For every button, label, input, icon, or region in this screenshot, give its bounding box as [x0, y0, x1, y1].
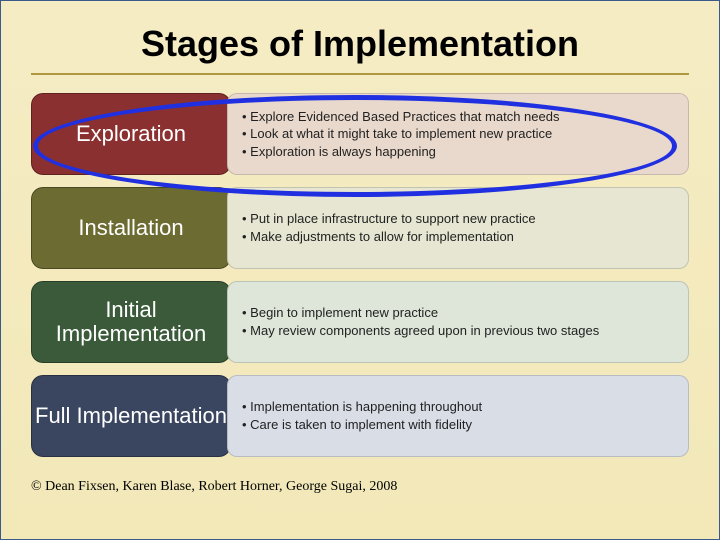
bullet-text: Put in place infrastructure to support n…: [250, 211, 535, 226]
stages-container: Exploration • Explore Evidenced Based Pr…: [31, 93, 689, 457]
bullet: • Begin to implement new practice: [242, 304, 674, 322]
stage-label-exploration: Exploration: [31, 93, 231, 175]
bullet-text: Begin to implement new practice: [250, 305, 438, 320]
page-title: Stages of Implementation: [31, 23, 689, 75]
citation-text: © Dean Fixsen, Karen Blase, Robert Horne…: [31, 479, 689, 495]
bullet: • Put in place infrastructure to support…: [242, 210, 674, 228]
bullet-text: Make adjustments to allow for implementa…: [250, 229, 514, 244]
bullet-text: Explore Evidenced Based Practices that m…: [250, 109, 559, 124]
stage-row-full: Full Implementation • Implementation is …: [31, 375, 689, 457]
bullet: • Exploration is always happening: [242, 143, 674, 161]
stage-label-initial: Initial Implementation: [31, 281, 231, 363]
bullet: • Explore Evidenced Based Practices that…: [242, 108, 674, 126]
bullet: • Make adjustments to allow for implemen…: [242, 228, 674, 246]
stage-desc-exploration: • Explore Evidenced Based Practices that…: [227, 93, 689, 175]
stage-label-full: Full Implementation: [31, 375, 231, 457]
stage-desc-full: • Implementation is happening throughout…: [227, 375, 689, 457]
bullet-text: Care is taken to implement with fidelity: [250, 417, 472, 432]
stage-desc-initial: • Begin to implement new practice • May …: [227, 281, 689, 363]
stage-row-installation: Installation • Put in place infrastructu…: [31, 187, 689, 269]
bullet: • Implementation is happening throughout: [242, 398, 674, 416]
bullet-text: Implementation is happening throughout: [250, 399, 482, 414]
bullet: • Look at what it might take to implemen…: [242, 125, 674, 143]
bullet-text: Exploration is always happening: [250, 144, 436, 159]
bullet: • Care is taken to implement with fideli…: [242, 416, 674, 434]
bullet-text: Look at what it might take to implement …: [250, 126, 552, 141]
stage-desc-installation: • Put in place infrastructure to support…: [227, 187, 689, 269]
bullet: • May review components agreed upon in p…: [242, 322, 674, 340]
slide: Stages of Implementation Exploration • E…: [0, 0, 720, 540]
stage-row-initial: Initial Implementation • Begin to implem…: [31, 281, 689, 363]
stage-row-exploration: Exploration • Explore Evidenced Based Pr…: [31, 93, 689, 175]
stage-label-installation: Installation: [31, 187, 231, 269]
bullet-text: May review components agreed upon in pre…: [250, 323, 599, 338]
